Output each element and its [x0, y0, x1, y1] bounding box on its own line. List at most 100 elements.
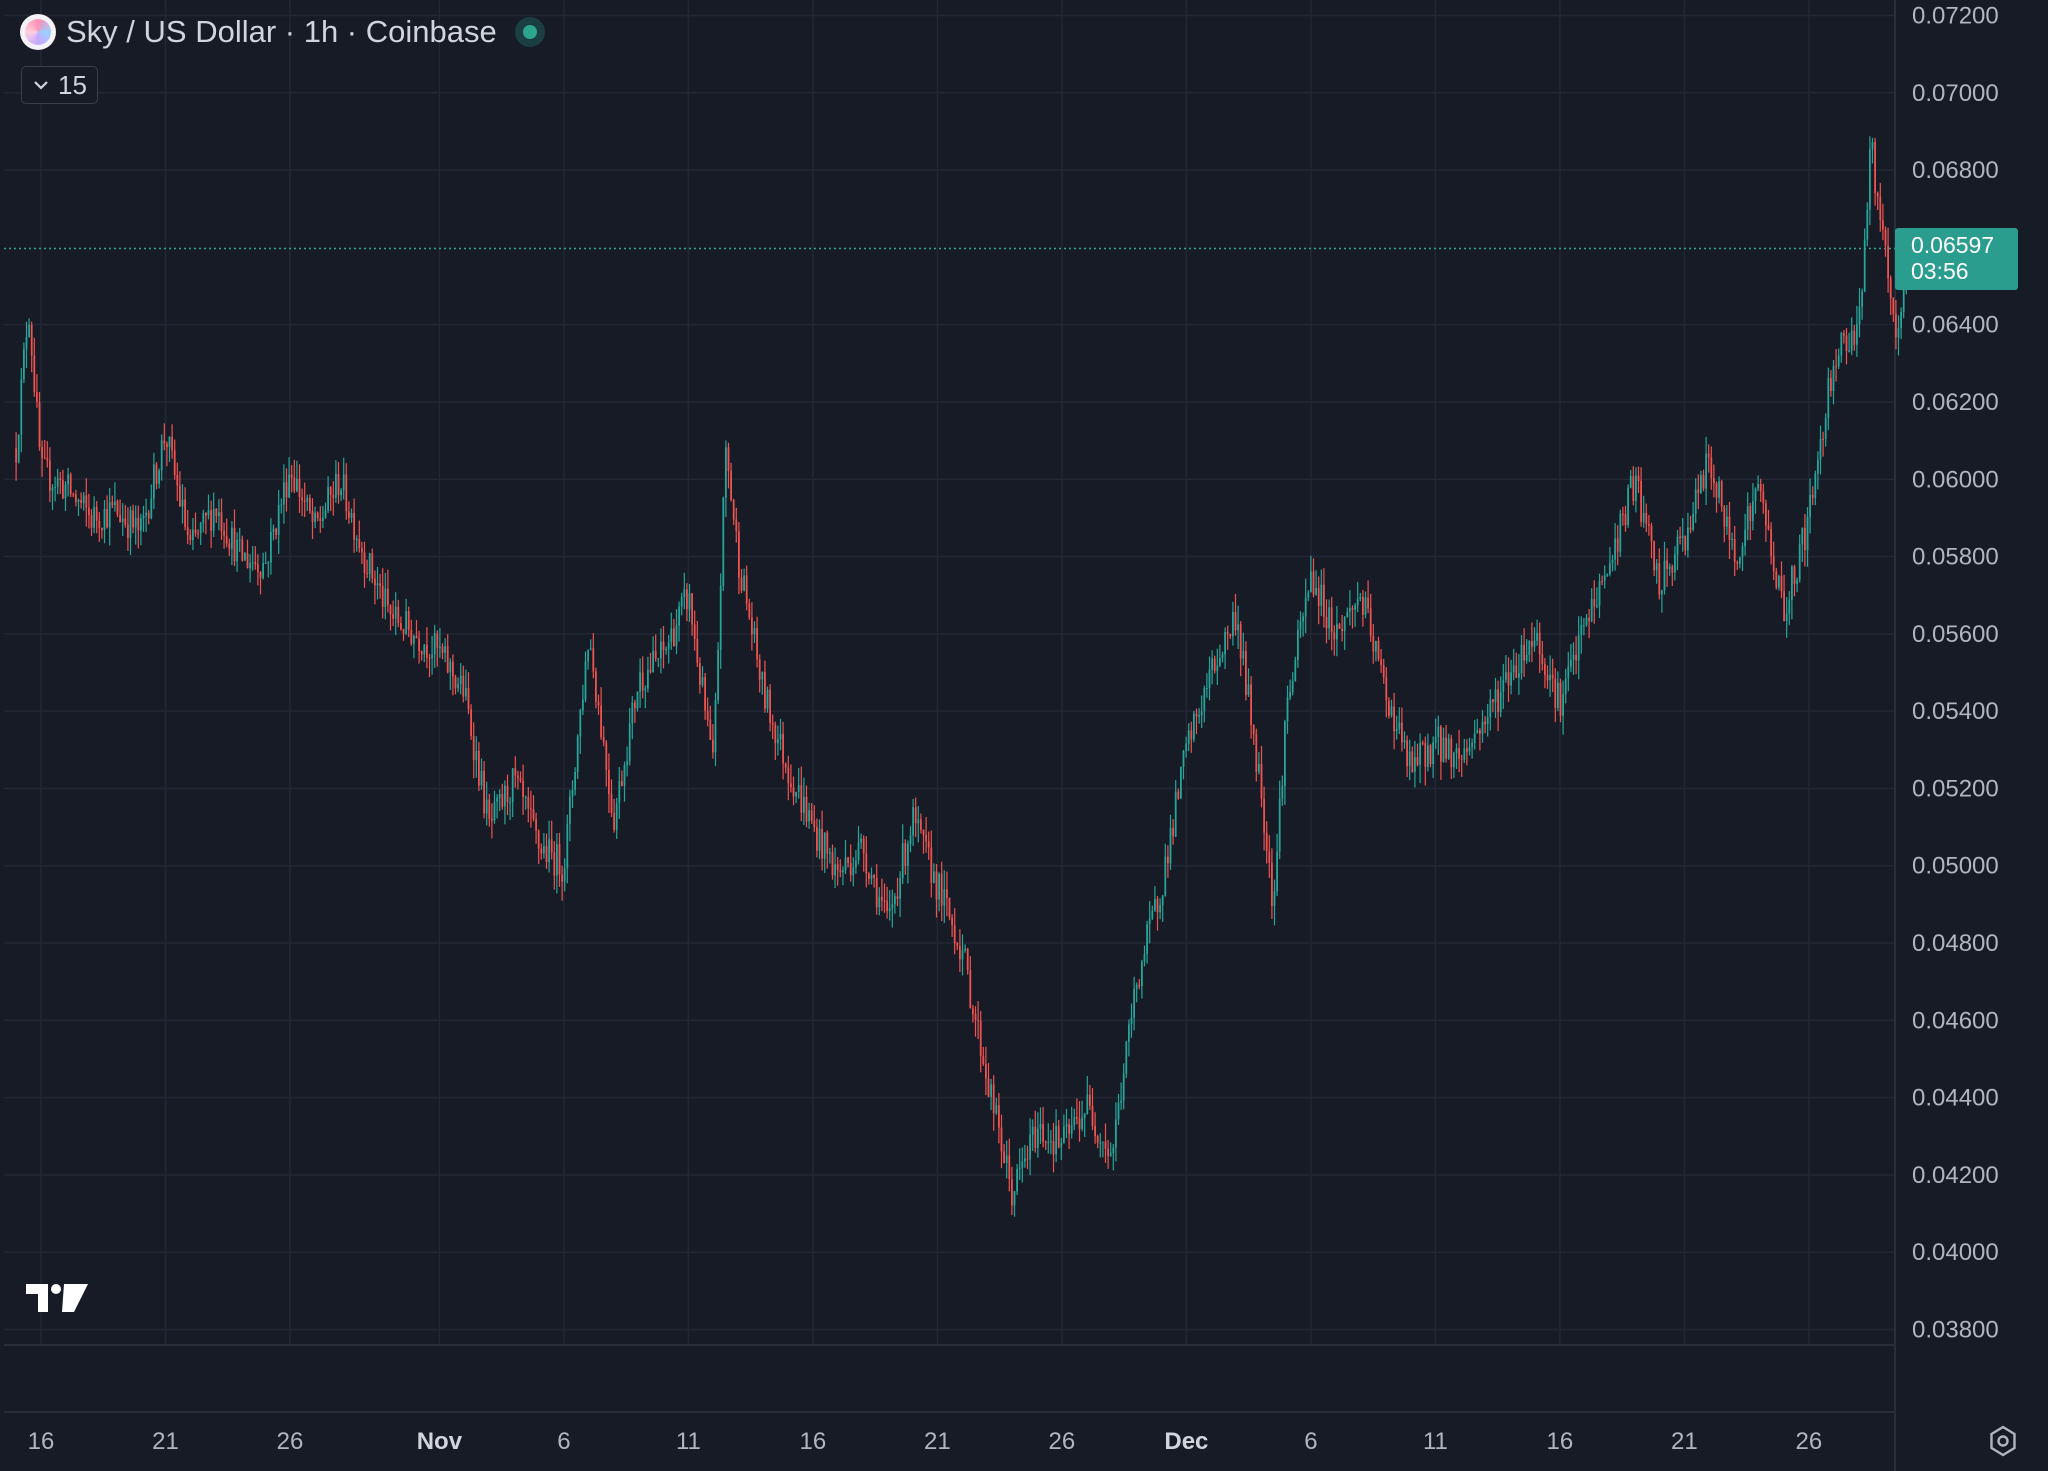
candle-body — [665, 648, 667, 651]
candle-body — [199, 523, 202, 534]
candle-body — [1533, 640, 1536, 647]
candle-body — [163, 440, 166, 444]
candle-body — [1190, 730, 1193, 740]
candle-body — [259, 571, 262, 578]
candle-body — [1759, 484, 1762, 492]
candle-body — [1874, 142, 1876, 194]
candle-body — [1733, 538, 1736, 563]
y-tick-label: 0.05600 — [1912, 621, 1999, 648]
candle-body — [488, 799, 491, 819]
candle-body — [205, 513, 207, 516]
candle-body — [1765, 503, 1767, 526]
candle-body — [1081, 1117, 1083, 1130]
candle-body — [1541, 654, 1544, 664]
candle-body — [397, 606, 400, 624]
candle-body — [400, 623, 402, 630]
candle-body — [1637, 475, 1640, 481]
candle-body — [140, 518, 142, 531]
y-tick-label: 0.05800 — [1912, 544, 1999, 571]
candle-body — [1739, 557, 1741, 564]
candle-body — [93, 506, 95, 528]
candle-body — [758, 659, 761, 680]
candle-body — [350, 513, 353, 518]
symbol-title[interactable]: Sky / US Dollar · 1h · Coinbase — [66, 14, 497, 49]
gear-icon[interactable] — [1986, 1424, 2020, 1458]
candle-body — [1871, 142, 1874, 150]
candle-body — [693, 624, 696, 639]
candle-body — [1130, 1017, 1133, 1025]
candle-body — [1562, 694, 1564, 716]
candle-body — [1055, 1125, 1057, 1155]
candle-body — [1440, 726, 1442, 762]
candle-body — [701, 677, 704, 685]
candle-body — [1570, 659, 1572, 667]
indicators-toggle-button[interactable]: 15 — [21, 66, 98, 104]
candle-body — [1902, 278, 1905, 312]
candle-body — [1442, 737, 1445, 762]
candle-body — [1645, 512, 1648, 525]
candle-body — [475, 750, 478, 761]
candle-body — [1793, 566, 1796, 584]
candle-body — [894, 896, 896, 905]
x-tick-label: Dec — [1164, 1428, 1208, 1455]
candle-body — [225, 535, 228, 544]
candle-body — [1536, 632, 1538, 641]
candle-body — [1330, 607, 1333, 633]
candle-body — [478, 750, 480, 786]
candle-body — [25, 336, 28, 349]
candle-body — [712, 739, 714, 753]
candle-body — [301, 497, 303, 501]
candle-body — [1564, 678, 1567, 695]
y-tick-label: 0.04800 — [1912, 930, 1999, 957]
candle-body — [1265, 832, 1268, 852]
candle-body — [368, 553, 371, 574]
candle-body — [992, 1084, 995, 1114]
candle-body — [322, 517, 324, 521]
candle-body — [418, 638, 420, 652]
candle-body — [1741, 546, 1744, 558]
candle-body — [966, 948, 969, 971]
candle-body — [1271, 862, 1273, 907]
candle-body — [389, 605, 392, 615]
candle-body — [1551, 674, 1554, 679]
candle-body — [1486, 716, 1489, 725]
candle-body — [1026, 1158, 1029, 1160]
candle-body — [886, 900, 888, 912]
candle-body — [95, 506, 98, 521]
candle-body — [194, 529, 197, 534]
candle-body — [1341, 628, 1343, 632]
candle-body — [1237, 624, 1239, 631]
candle-body — [1122, 1073, 1125, 1101]
candle-body — [1052, 1141, 1055, 1155]
candle-body — [675, 625, 678, 647]
candle-body — [462, 675, 465, 697]
candle-body — [1489, 699, 1492, 717]
candle-body — [738, 531, 740, 578]
candle-body — [1310, 571, 1312, 593]
candle-body — [1398, 722, 1401, 729]
candle-body — [472, 736, 475, 761]
candle-body — [779, 733, 782, 740]
candle-body — [740, 577, 743, 591]
candle-body — [649, 669, 652, 672]
candle-body — [238, 539, 241, 541]
candle-body — [1239, 624, 1242, 659]
candle-body — [1164, 856, 1167, 896]
candle-body — [311, 511, 314, 522]
x-tick-label: 16 — [28, 1428, 55, 1455]
tradingview-logo-icon[interactable] — [26, 1282, 90, 1314]
candle-body — [41, 446, 43, 458]
candle-body — [600, 705, 602, 738]
candle-body — [1070, 1125, 1073, 1134]
candle-body — [1775, 571, 1778, 588]
candle-body — [1317, 588, 1320, 606]
candle-body — [1338, 624, 1341, 629]
candle-body — [1876, 193, 1879, 197]
market-status-icon[interactable] — [514, 17, 545, 47]
candle-body — [1749, 506, 1752, 521]
candle-body — [1172, 827, 1174, 837]
candle-body — [306, 497, 309, 503]
candle-body — [371, 553, 374, 579]
candle-body — [727, 447, 730, 471]
